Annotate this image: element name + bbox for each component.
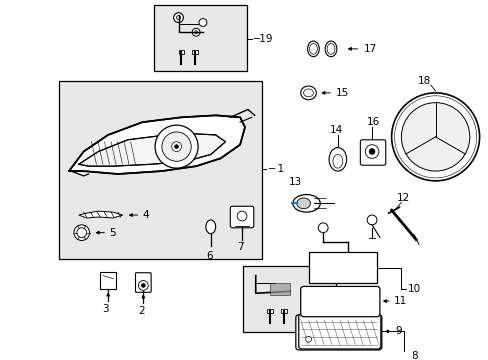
- Ellipse shape: [296, 198, 310, 209]
- FancyBboxPatch shape: [295, 315, 381, 350]
- Text: 12: 12: [396, 193, 409, 203]
- Text: 18: 18: [417, 76, 430, 86]
- Text: ─20: ─20: [341, 295, 361, 305]
- FancyBboxPatch shape: [267, 309, 273, 313]
- Circle shape: [176, 15, 180, 19]
- Ellipse shape: [309, 44, 317, 54]
- FancyBboxPatch shape: [298, 314, 380, 349]
- Circle shape: [305, 336, 311, 342]
- Text: 14: 14: [329, 125, 343, 135]
- Circle shape: [192, 28, 200, 36]
- Text: 2: 2: [138, 306, 145, 316]
- Circle shape: [174, 145, 178, 149]
- Ellipse shape: [292, 194, 320, 212]
- Text: 9: 9: [395, 327, 401, 336]
- Ellipse shape: [307, 41, 319, 57]
- FancyBboxPatch shape: [230, 206, 253, 228]
- Text: 7: 7: [237, 242, 244, 252]
- Circle shape: [77, 228, 86, 238]
- Polygon shape: [79, 211, 122, 218]
- Text: 3: 3: [102, 304, 109, 314]
- Circle shape: [171, 142, 181, 152]
- Circle shape: [237, 211, 246, 221]
- FancyBboxPatch shape: [59, 81, 261, 259]
- Circle shape: [401, 103, 469, 171]
- Text: 13: 13: [288, 177, 302, 187]
- Circle shape: [194, 31, 197, 34]
- Polygon shape: [270, 283, 289, 295]
- FancyBboxPatch shape: [360, 140, 385, 165]
- Ellipse shape: [205, 220, 215, 234]
- Circle shape: [199, 19, 206, 26]
- Text: ─ 1: ─ 1: [268, 164, 284, 174]
- Circle shape: [162, 132, 191, 161]
- FancyBboxPatch shape: [192, 50, 198, 54]
- Circle shape: [318, 223, 327, 233]
- Circle shape: [366, 215, 376, 225]
- Text: 10: 10: [407, 284, 421, 294]
- Text: 8: 8: [410, 351, 417, 360]
- FancyBboxPatch shape: [135, 273, 151, 292]
- Ellipse shape: [325, 41, 336, 57]
- Text: 6: 6: [205, 251, 212, 261]
- Ellipse shape: [326, 44, 334, 54]
- FancyBboxPatch shape: [308, 252, 376, 283]
- Ellipse shape: [332, 154, 342, 168]
- Text: 4: 4: [142, 210, 149, 220]
- Text: 15: 15: [335, 88, 348, 98]
- Circle shape: [74, 225, 89, 240]
- Ellipse shape: [303, 89, 313, 97]
- Ellipse shape: [328, 148, 346, 171]
- Text: 11: 11: [393, 296, 406, 306]
- FancyBboxPatch shape: [300, 287, 379, 317]
- Text: 17: 17: [364, 44, 377, 54]
- Circle shape: [368, 149, 374, 154]
- Circle shape: [155, 125, 198, 168]
- FancyBboxPatch shape: [100, 272, 116, 289]
- Text: 5: 5: [109, 228, 116, 238]
- Circle shape: [138, 280, 148, 290]
- FancyBboxPatch shape: [154, 5, 246, 71]
- Polygon shape: [79, 134, 225, 166]
- Circle shape: [141, 283, 145, 287]
- Text: 16: 16: [366, 117, 380, 127]
- FancyBboxPatch shape: [178, 50, 184, 54]
- Text: ─19: ─19: [252, 34, 272, 44]
- FancyBboxPatch shape: [243, 266, 335, 332]
- Polygon shape: [69, 115, 244, 174]
- Circle shape: [173, 13, 183, 22]
- Circle shape: [365, 145, 378, 158]
- Circle shape: [391, 93, 479, 181]
- Ellipse shape: [300, 86, 316, 100]
- FancyBboxPatch shape: [281, 309, 286, 313]
